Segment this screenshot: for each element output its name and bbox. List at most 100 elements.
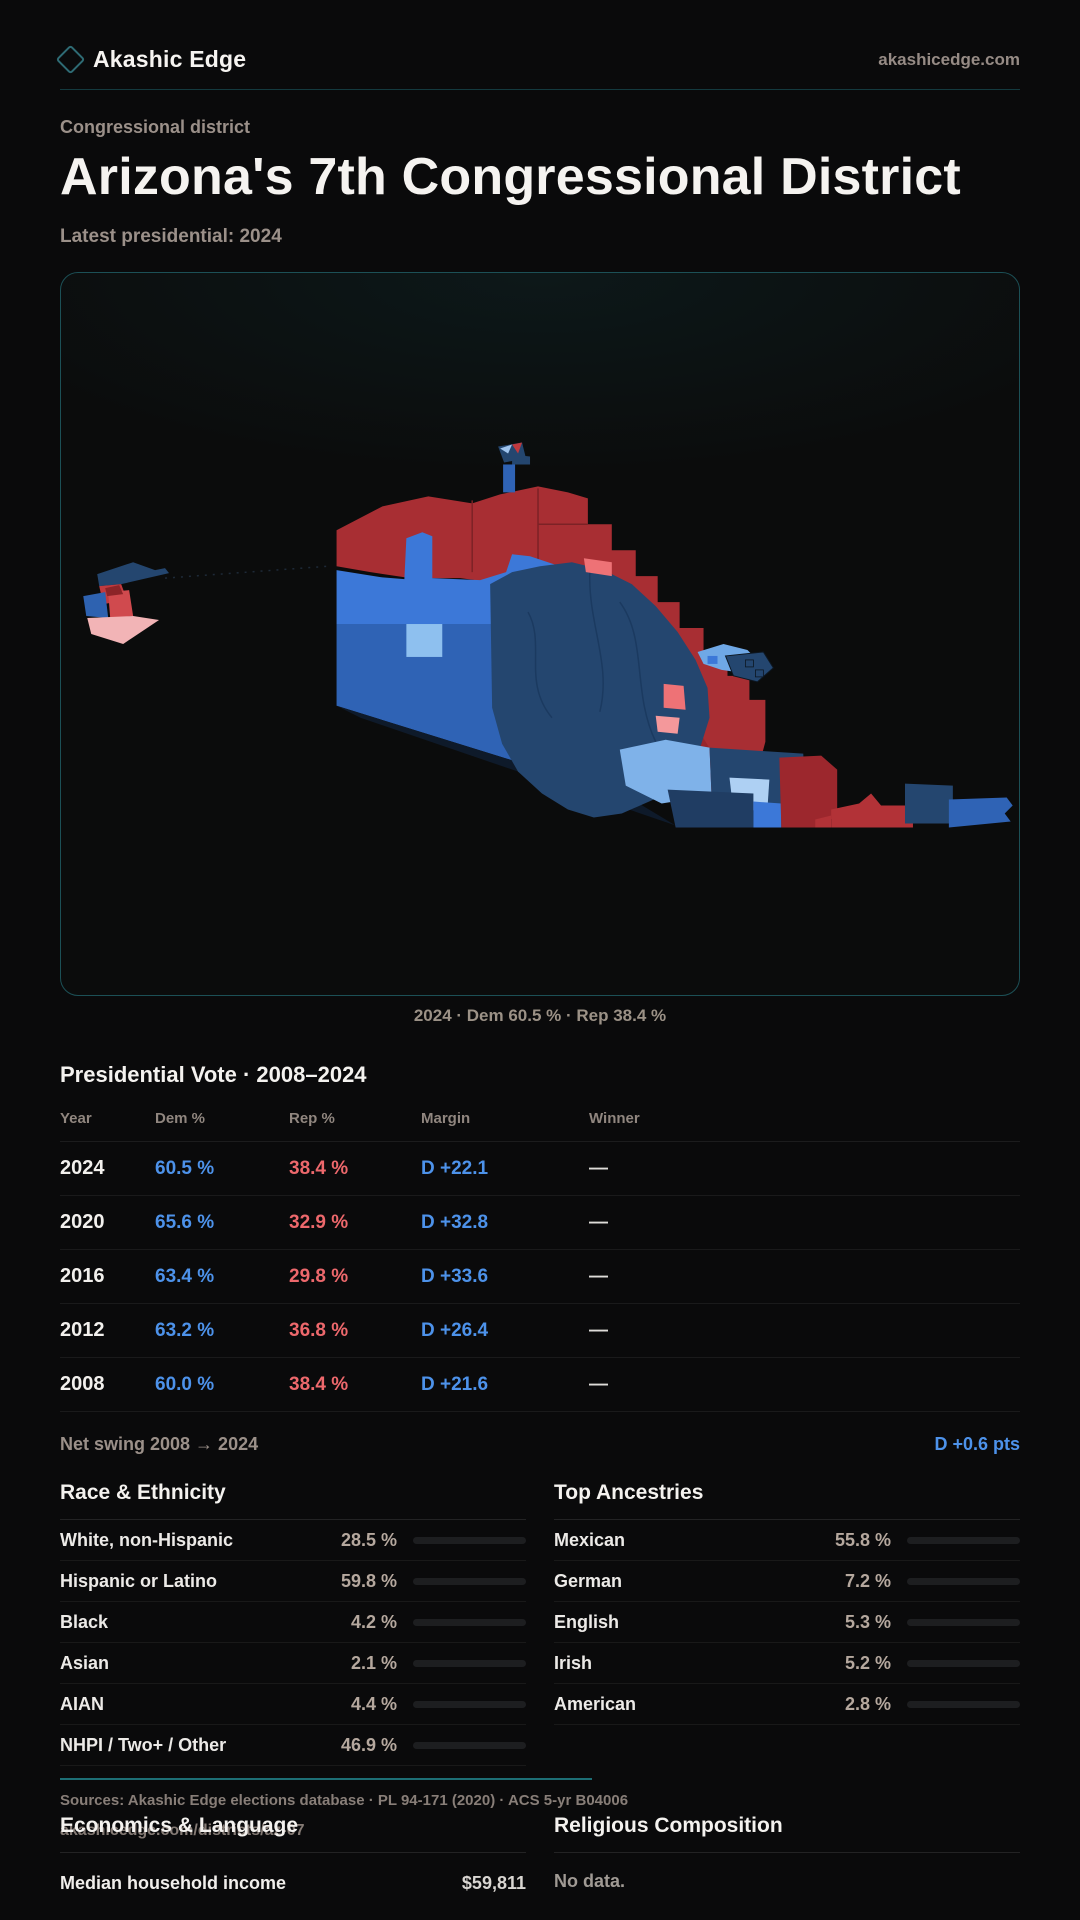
stat-bar-track [413, 1700, 526, 1708]
latest-presidential-label: Latest presidential: 2024 [60, 226, 282, 248]
stat-label: English [554, 1611, 620, 1632]
stat-label: German [554, 1570, 623, 1591]
map-west-cluster [83, 562, 170, 645]
stat-value: 4.2 % [350, 1611, 397, 1632]
stat-row: Irish 5.2 % [554, 1643, 1020, 1685]
vote-rep-pct: 36.8 % [289, 1319, 349, 1341]
religion-title: Religious Composition [554, 1814, 1020, 1854]
stat-row: English 5.3 % [554, 1602, 1020, 1644]
stat-row: American 2.8 % [554, 1684, 1020, 1726]
vote-margin: D +21.6 [421, 1373, 489, 1395]
vote-rep-pct: 38.4 % [289, 1157, 349, 1179]
vote-year: 2016 [60, 1265, 105, 1288]
bottom-section: Sources: Akashic Edge elections database… [60, 1778, 1020, 1905]
stat-row: Asian 2.1 % [60, 1643, 526, 1685]
stat-value: 5.3 % [844, 1611, 891, 1632]
kicker-label: Congressional district [60, 117, 251, 137]
economics-title: Economics & Language [60, 1814, 526, 1854]
stat-label: Hispanic or Latino [60, 1570, 218, 1591]
col-rep: Rep % [289, 1110, 335, 1128]
col-year: Year [60, 1110, 92, 1128]
vote-dem-pct: 63.4 % [155, 1265, 215, 1287]
stat-bar-track [907, 1618, 1020, 1626]
page-footer: Sources: Akashic Edge elections database… [60, 1792, 628, 1840]
vote-margin: D +32.8 [421, 1211, 489, 1233]
top-ancestries-section: Top Ancestries Mexican 55.8 % German 7.2… [554, 1481, 1020, 1766]
vote-table-row: 2024 60.5 % 38.4 % D +22.1 — [60, 1142, 1020, 1197]
vote-table-header: Year Dem % Rep % Margin Winner [60, 1110, 1020, 1143]
vote-margin: D +33.6 [421, 1265, 489, 1287]
stats-grid: Race & Ethnicity White, non-Hispanic 28.… [60, 1481, 1020, 1767]
vote-rep-pct: 32.9 % [289, 1211, 349, 1233]
race-ethnicity-section: Race & Ethnicity White, non-Hispanic 28.… [60, 1481, 526, 1767]
vote-dem-pct: 63.2 % [155, 1319, 215, 1341]
stat-row: AIAN 4.4 % [60, 1684, 526, 1726]
stat-value: 55.8 % [834, 1529, 891, 1550]
top-ancestries-title: Top Ancestries [554, 1481, 1020, 1521]
vote-table-row: 2012 63.2 % 36.8 % D +26.4 — [60, 1304, 1020, 1359]
vote-year: 2024 [60, 1157, 105, 1180]
stat-value: 59.8 % [340, 1570, 397, 1591]
vote-dem-pct: 60.5 % [155, 1157, 215, 1179]
stat-value: 2.8 % [844, 1693, 891, 1714]
permalink[interactable]: akashicedge.com/districts/az-07 [60, 1822, 305, 1840]
stat-bar-track [413, 1618, 526, 1626]
brand-logo[interactable]: Akashic Edge [55, 44, 247, 75]
stat-row: Mexican 55.8 % [554, 1520, 1020, 1562]
stat-value: 2.1 % [350, 1652, 397, 1673]
district-map [83, 442, 1013, 828]
top-ancestries-list: Mexican 55.8 % German 7.2 % English 5.3 … [554, 1520, 1020, 1726]
map-connector-line [164, 565, 329, 580]
stat-label: American [554, 1693, 637, 1714]
stat-label: Asian [60, 1652, 110, 1673]
vote-year: 2012 [60, 1319, 105, 1342]
stat-row: German 7.2 % [554, 1561, 1020, 1603]
stat-bar-track [907, 1536, 1020, 1544]
map-main-body [336, 442, 1013, 828]
stat-label: White, non-Hispanic [60, 1529, 233, 1550]
religion-empty: No data. [554, 1871, 626, 1892]
stat-bar-track [413, 1577, 526, 1585]
vote-year: 2008 [60, 1373, 105, 1396]
stat-row: NHPI / Two+ / Other 46.9 % [60, 1725, 526, 1767]
race-ethnicity-title: Race & Ethnicity [60, 1481, 526, 1521]
vote-dem-pct: 65.6 % [155, 1211, 215, 1233]
site-domain-link[interactable]: akashicedge.com [878, 49, 1020, 69]
vote-winner: — [589, 1319, 608, 1341]
vote-rep-pct: 29.8 % [289, 1265, 349, 1287]
vote-winner: — [589, 1211, 608, 1233]
stat-bar-track [413, 1536, 526, 1544]
vote-rep-pct: 38.4 % [289, 1373, 349, 1395]
stat-label: AIAN [60, 1693, 104, 1714]
stat-bar-track [907, 1659, 1020, 1667]
religion-section: Religious Composition No data. [554, 1814, 1020, 1905]
teal-divider [60, 1778, 592, 1781]
stat-bar-track [413, 1741, 526, 1749]
vote-margin: D +26.4 [421, 1319, 489, 1341]
bottom-grid: Economics & Language Median household in… [60, 1814, 1020, 1905]
stat-value: 46.9 % [340, 1734, 397, 1755]
brand-name: Akashic Edge [93, 46, 247, 72]
stat-row: Hispanic or Latino 59.8 % [60, 1561, 526, 1603]
net-swing-row: Net swing 2008 → 2024 D +0.6 pts [60, 1434, 1020, 1455]
vote-table-row: 2016 63.4 % 29.8 % D +33.6 — [60, 1250, 1020, 1305]
page-title: Arizona's 7th Congressional District [60, 148, 961, 206]
net-swing-value: D +0.6 pts [934, 1434, 1020, 1455]
vote-winner: — [589, 1157, 608, 1179]
vote-margin: D +22.1 [421, 1157, 489, 1179]
stat-label: Black [60, 1611, 109, 1632]
col-winner: Winner [589, 1110, 640, 1128]
vote-table-title: Presidential Vote · 2008–2024 [60, 1062, 367, 1088]
map-south-cluster [619, 739, 1013, 828]
sources-line: Sources: Akashic Edge elections database… [60, 1792, 629, 1810]
vote-dem-pct: 60.0 % [155, 1373, 215, 1395]
col-dem: Dem % [155, 1110, 206, 1128]
stat-value: 5.2 % [844, 1652, 891, 1673]
stat-row: Black 4.2 % [60, 1602, 526, 1644]
header-bar: Akashic Edge akashicedge.com [55, 0, 1020, 75]
stat-label: Irish [554, 1652, 593, 1673]
vote-table-body: 2024 60.5 % 38.4 % D +22.1 — 2020 65.6 %… [60, 1142, 1020, 1413]
vote-winner: — [589, 1373, 608, 1395]
col-margin: Margin [421, 1110, 471, 1128]
